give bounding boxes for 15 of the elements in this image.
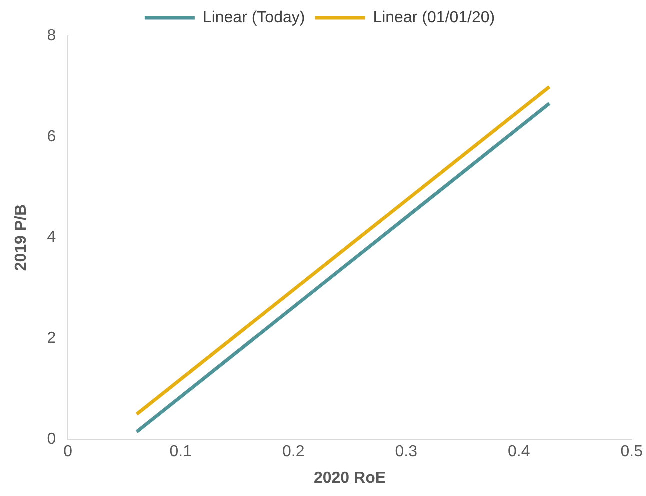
y-tick-label: 2	[47, 330, 56, 348]
x-tick-label: 0	[64, 444, 73, 461]
y-tick-label: 4	[47, 229, 56, 246]
x-tick-label: 0.4	[508, 444, 530, 461]
x-axis-title: 2020 RoE	[314, 470, 386, 487]
y-tick-label: 6	[47, 128, 56, 146]
x-tick-label: 0.1	[170, 444, 192, 461]
x-tick-label: 0.3	[395, 444, 418, 461]
y-axis-title: 2019 P/B	[13, 204, 30, 272]
legend-label: Linear (Today)	[202, 9, 306, 26]
y-tick-label: 0	[47, 431, 56, 448]
x-tick-label: 0.2	[282, 444, 305, 461]
x-tick-label: 0.5	[620, 444, 644, 461]
legend-label: Linear (01/01/20)	[373, 9, 496, 26]
y-tick-label: 8	[47, 27, 56, 44]
